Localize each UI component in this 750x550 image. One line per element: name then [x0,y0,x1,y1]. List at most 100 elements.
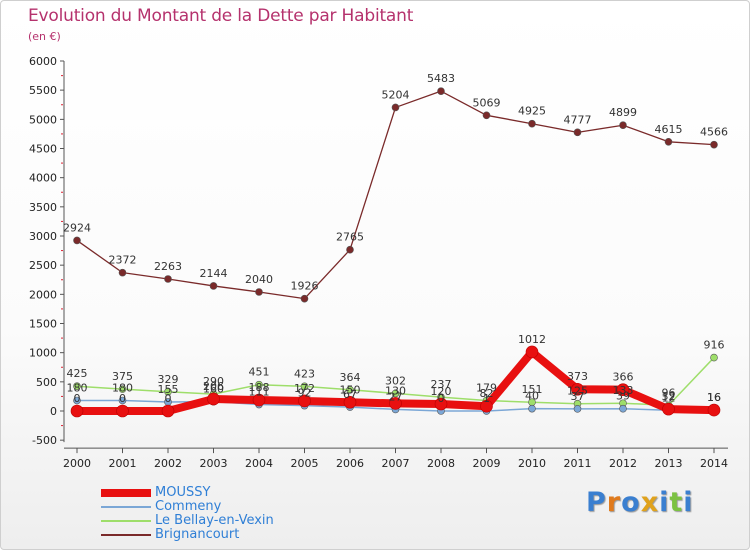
y-tick-label: 2500 [29,259,57,272]
data-label: 5483 [427,72,455,85]
data-point [710,140,718,149]
y-tick-label: 4000 [29,172,57,185]
data-label: 12 [662,391,676,404]
data-label: 92 [298,387,312,400]
data-label: 2263 [154,260,182,273]
data-point [664,137,673,146]
data-point [346,245,354,254]
data-label: 0 [119,392,126,405]
x-tick-label: 2005 [291,457,319,470]
data-label: 32 [662,390,676,403]
x-tick-label: 2009 [473,457,501,470]
logo-letter: i [683,487,694,518]
data-point [710,353,718,362]
x-tick-label: 2014 [700,457,728,470]
data-point [482,111,491,120]
data-point [573,405,582,413]
data-label: 2765 [336,231,364,244]
x-tick-label: 2013 [655,457,683,470]
data-point [73,382,81,391]
data-point [391,389,400,398]
data-point [346,385,354,394]
logo-letter: x [640,487,660,518]
data-point [118,268,127,277]
y-tick-label: 6000 [29,55,57,68]
data-point [528,119,536,128]
y-tick-label: 1500 [29,318,57,331]
data-label: 2924 [63,221,91,234]
data-point [209,282,218,290]
data-point [161,404,175,418]
x-tick-label: 2001 [109,457,137,470]
data-label: 120 [431,385,452,398]
data-point [73,396,81,405]
data-label: 180 [67,382,88,395]
data-label: 425 [67,367,88,380]
data-label: 151 [522,383,543,396]
data-label: 4777 [564,113,592,126]
y-tick-label: 5000 [29,113,57,126]
data-point [571,382,584,396]
data-point [525,345,539,359]
x-tick-label: 2008 [427,457,455,470]
data-label: 16 [707,391,721,404]
data-label: 423 [294,367,315,380]
data-label: 160 [203,383,224,396]
data-point [118,385,127,393]
x-tick-label: 2000 [63,457,91,470]
data-label: 916 [704,339,725,352]
data-label: 4899 [609,106,637,119]
legend-label-commeny: Commeny [155,499,222,514]
y-tick-label: 1000 [29,347,57,360]
data-label: 2372 [109,254,137,267]
data-label: 96 [662,386,676,399]
chart-title: Evolution du Montant de la Dette par Hab… [28,6,414,26]
legend-label-brignancourt: Brignancourt [155,527,240,542]
data-label: 1926 [291,280,319,293]
legend-label-moussy: MOUSSY [155,485,211,500]
data-point [707,403,721,417]
x-tick-label: 2011 [564,457,592,470]
x-tick-label: 2010 [518,457,546,470]
data-label: 206 [203,380,224,393]
data-label: 0 [74,392,81,405]
data-point [619,121,627,130]
y-tick-label: 5500 [29,84,57,97]
data-label: 451 [249,366,270,379]
data-label: 0 [438,392,445,405]
data-point [252,393,266,407]
logo-letter: t [669,487,684,518]
logo-letter: r [606,487,622,518]
logo-letter: o [621,487,641,518]
data-label: 180 [112,382,133,395]
data-label: 125 [567,385,588,398]
y-tick-label: 4500 [29,143,57,156]
data-label: 2040 [245,273,273,286]
data-label: 155 [158,383,179,396]
data-label: 130 [385,384,406,397]
x-tick-label: 2002 [154,457,182,470]
y-tick-label: 0 [50,405,57,418]
data-label: 172 [294,382,315,395]
x-tick-label: 2012 [609,457,637,470]
data-label: 27 [389,390,403,403]
data-point [300,294,309,303]
data-point [207,392,220,406]
data-point [391,103,400,112]
data-label: 373 [567,370,588,383]
data-point [300,382,309,391]
legend-swatch-le-bellay-en-vexin [101,520,151,522]
data-point [616,383,630,396]
data-point [255,380,263,389]
data-point [480,399,493,413]
x-tick-label: 2004 [245,457,273,470]
data-point [434,397,448,411]
data-point [573,128,582,137]
data-point [343,395,357,409]
x-tick-label: 2006 [336,457,364,470]
data-label: 188 [249,381,270,394]
data-point [164,388,172,396]
data-point [528,404,536,413]
data-label: 1012 [518,333,546,346]
legend-label-le-bellay-en-vexin: Le Bellay-en-Vexin [155,513,274,528]
